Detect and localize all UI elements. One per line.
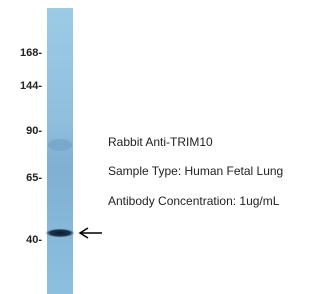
- description-line: Rabbit Anti-TRIM10: [108, 135, 213, 149]
- marker-label: 90-: [26, 125, 42, 137]
- marker-label: 168-: [20, 47, 42, 59]
- blot-figure: 168- 144- 90- 65- 40- Rabbit Anti-TRIM10…: [0, 0, 336, 294]
- description-line: Sample Type: Human Fetal Lung: [108, 164, 283, 178]
- description-line: Antibody Concentration: 1ug/mL: [108, 194, 280, 208]
- arrow: [80, 228, 102, 238]
- marker-label: 40-: [26, 234, 42, 246]
- marker-label: 65-: [26, 172, 42, 184]
- faint-band: [48, 139, 72, 151]
- band: [45, 229, 75, 238]
- marker-label: 144-: [20, 80, 42, 92]
